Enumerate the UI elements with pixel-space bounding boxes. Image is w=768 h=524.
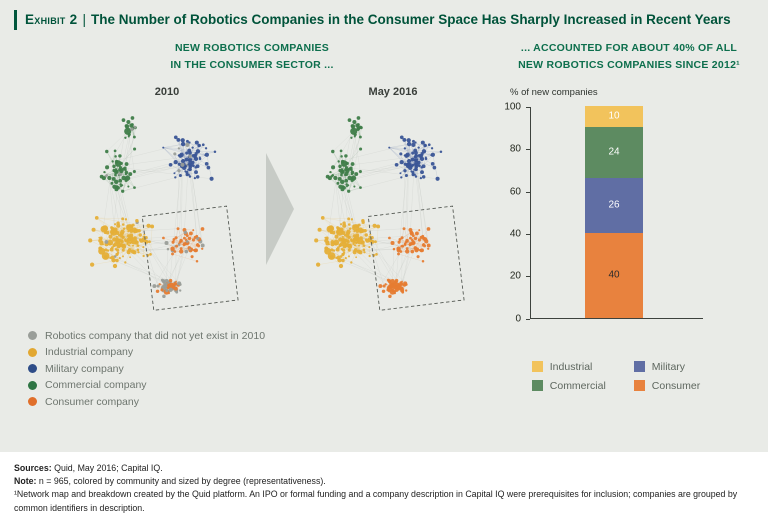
y-tick-mark	[526, 149, 530, 151]
legend-label: Commercial	[549, 379, 606, 392]
legend-dot	[28, 364, 37, 374]
map-legend-item: Military company	[28, 363, 490, 375]
legend-label: Military company	[45, 362, 124, 375]
network-maps-panel: NEW ROBOTICS COMPANIES IN THE CONSUMER S…	[14, 40, 490, 412]
y-tick-mark	[526, 233, 530, 235]
map-label-2016: May 2016	[368, 85, 418, 98]
legend-label: Industrial	[549, 360, 593, 373]
y-axis: 0 20 40 60 80 100	[504, 101, 530, 324]
stacked-bar: 40 26 24 10	[585, 105, 643, 318]
bar-segment-commercial: 24	[585, 127, 643, 178]
y-tick-label: 60	[509, 186, 521, 198]
left-heading-line1: NEW ROBOTICS COMPANIES	[174, 42, 330, 55]
y-tick-label: 20	[509, 270, 521, 282]
right-heading-line1: ... ACCOUNTED FOR ABOUT 40% OF ALL	[520, 42, 738, 55]
content-row: NEW ROBOTICS COMPANIES IN THE CONSUMER S…	[14, 40, 754, 412]
legend-dot	[28, 397, 37, 407]
legend-swatch	[633, 380, 645, 392]
legend-label: Robotics company that did not yet exist …	[45, 329, 266, 342]
legend-swatch	[531, 380, 543, 392]
sources-text: Quid, May 2016; Capital IQ.	[51, 463, 163, 473]
bar-segment-value: 40	[608, 269, 620, 281]
bar-segment-industrial: 10	[585, 105, 643, 127]
left-heading-line2: IN THE CONSUMER SECTOR ...	[170, 58, 334, 71]
bar-legend-item: Commercial	[531, 379, 606, 392]
map-label-2010: 2010	[154, 85, 180, 98]
map-legend: Robotics company that did not yet exist …	[28, 330, 490, 408]
bar-segment-value: 24	[608, 146, 620, 158]
maps-row: 2010 May 2016	[14, 86, 490, 319]
bar-segment-value: 10	[608, 110, 620, 122]
legend-label: Industrial company	[45, 346, 134, 359]
y-tick-mark	[526, 106, 530, 108]
y-tick-label: 100	[504, 101, 521, 113]
right-panel-heading: ... ACCOUNTED FOR ABOUT 40% OF ALL NEW R…	[504, 40, 754, 73]
legend-swatch	[531, 361, 543, 373]
map-block-2016: May 2016	[296, 86, 490, 319]
exhibit-title-block: Exhibit 2 | The Number of Robotics Compani…	[14, 10, 754, 31]
transition-arrow-icon	[266, 153, 294, 266]
x-axis-baseline	[531, 317, 703, 319]
right-heading-line2: NEW ROBOTICS COMPANIES SINCE 2012¹	[518, 58, 740, 71]
title-separator: |	[82, 12, 86, 27]
legend-label: Commercial company	[45, 379, 147, 392]
note-line: Note: n = 965, colored by community and …	[14, 475, 752, 488]
sources-label: Sources:	[14, 463, 52, 473]
sources-line: Sources: Quid, May 2016; Capital IQ.	[14, 462, 752, 475]
y-tick-label: 80	[509, 143, 521, 155]
map-legend-item: Consumer company	[28, 396, 490, 408]
map-block-2010: 2010	[70, 86, 264, 319]
map-legend-item: Commercial company	[28, 379, 490, 391]
legend-dot	[28, 347, 37, 357]
network-map-2016	[314, 115, 465, 311]
plot-area: 40 26 24 10	[530, 105, 736, 319]
legend-label: Consumer	[651, 379, 701, 392]
plot: 0 20 40 60 80 100 40 26 24 10	[504, 101, 754, 324]
bar-legend-item: Industrial	[531, 360, 606, 373]
y-axis-title: % of new companies	[510, 86, 598, 98]
y-tick-mark	[526, 191, 530, 193]
bar-chart-panel: ... ACCOUNTED FOR ABOUT 40% OF ALL NEW R…	[490, 40, 754, 412]
map-legend-item: Robotics company that did not yet exist …	[28, 330, 490, 342]
network-map-2010	[88, 115, 239, 311]
y-tick-label: 40	[509, 228, 521, 240]
map-legend-item: Industrial company	[28, 346, 490, 358]
title-text: The Number of Robotics Companies in the …	[90, 12, 731, 27]
legend-swatch	[633, 361, 645, 373]
bar-legend-item: Military	[633, 360, 700, 373]
exhibit-title: Exhibit 2 | The Number of Robotics Compani…	[25, 10, 751, 30]
sources-area: Sources: Quid, May 2016; Capital IQ. Not…	[0, 452, 768, 524]
bar-legend: Industrial Military Commercial Consumer	[504, 361, 728, 392]
bar-chart: % of new companies 0 20 40 60 80 100 40 26 24 10…	[504, 87, 754, 392]
title-accent-bar	[14, 10, 17, 31]
exhibit-kicker: Exhibit 2	[25, 12, 78, 27]
legend-dot	[28, 380, 37, 390]
note-text: n = 965, colored by community and sized …	[36, 476, 326, 487]
bar-segment-military: 26	[585, 177, 643, 233]
arrow-wrap	[264, 151, 296, 267]
exhibit-area: Exhibit 2 | The Number of Robotics Compani…	[0, 0, 768, 452]
note-label: Note:	[14, 476, 37, 487]
footnote-line: ¹Network map and breakdown created by th…	[14, 489, 738, 513]
left-panel-heading: NEW ROBOTICS COMPANIES IN THE CONSUMER S…	[14, 40, 490, 73]
y-tick-mark	[526, 276, 530, 278]
bar-legend-item: Consumer	[633, 379, 701, 392]
legend-label: Military	[651, 360, 686, 373]
bar-segment-consumer: 40	[585, 232, 643, 318]
bar-segment-value: 26	[608, 199, 620, 211]
y-tick-label: 0	[515, 313, 521, 325]
legend-label: Consumer company	[45, 395, 139, 408]
y-tick-mark	[526, 318, 530, 320]
legend-dot	[28, 331, 37, 341]
